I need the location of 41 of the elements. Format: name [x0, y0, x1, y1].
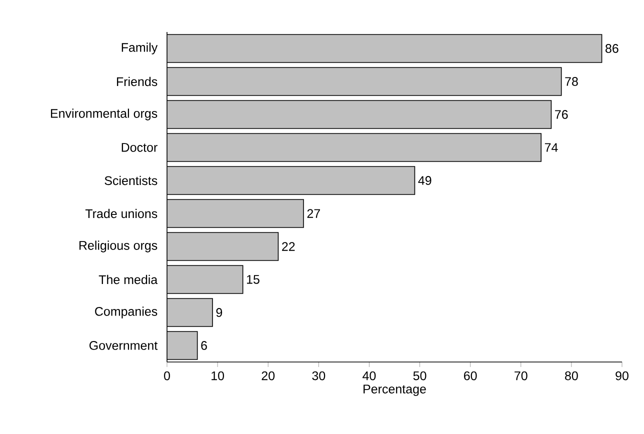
data-label: 6 [201, 341, 207, 350]
data-label: 76 [555, 110, 568, 119]
x-tick-label: 0 [164, 371, 170, 380]
data-label: 49 [418, 176, 432, 185]
x-tick-label: 90 [616, 371, 628, 380]
data-label: 9 [216, 308, 222, 317]
x-tick-label: 10 [212, 371, 224, 380]
data-label: 15 [246, 275, 260, 284]
y-tick-label: The media [98, 274, 158, 284]
bar [167, 331, 198, 360]
data-label: 22 [282, 242, 295, 251]
x-tick-label: 60 [464, 371, 477, 380]
y-tick-label: Companies [95, 306, 158, 318]
x-axis-title: Percentage [364, 384, 426, 396]
y-tick-label: Scientists [104, 176, 158, 186]
data-label: 27 [307, 209, 320, 218]
data-label: 78 [565, 77, 578, 86]
x-tick-label: 50 [413, 371, 426, 380]
bar [167, 100, 552, 129]
y-tick-label: Environmental orgs [50, 108, 158, 120]
data-label: 86 [606, 44, 618, 53]
x-tick-label: 80 [565, 371, 578, 380]
bar [167, 67, 562, 96]
bar [167, 265, 244, 294]
y-tick-label: Trade unions [85, 208, 158, 218]
y-tick-label: Doctor [122, 143, 158, 152]
bar [167, 232, 279, 261]
bar [167, 133, 542, 162]
y-tick-label: Religious orgs [79, 240, 158, 252]
y-tick-label: Government [89, 341, 158, 350]
x-tick-label: 30 [312, 371, 326, 380]
bar [167, 298, 213, 327]
x-tick-label: 40 [362, 371, 376, 380]
bar [167, 199, 304, 228]
bar [167, 166, 416, 195]
y-tick-label: Family [122, 42, 158, 54]
bar [167, 34, 602, 63]
data-label: 74 [544, 143, 558, 152]
y-tick-label: Friends [116, 76, 158, 86]
x-tick-label: 70 [514, 371, 528, 380]
x-tick-label: 20 [262, 371, 275, 380]
